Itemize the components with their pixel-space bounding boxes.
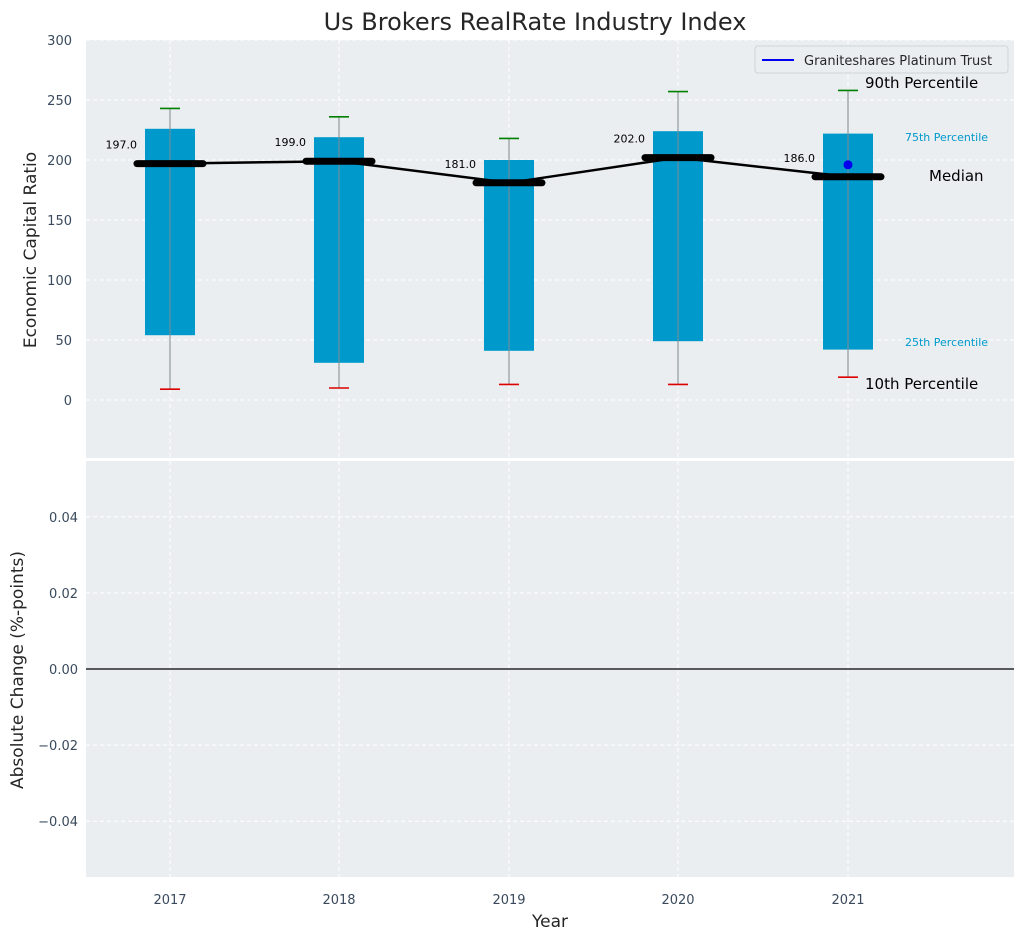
bottom-y-axis-label: Absolute Change (%-points) bbox=[8, 551, 28, 789]
median-value-label: 186.0 bbox=[784, 152, 816, 165]
top-chart-marks: 197.0 199.0 181.0 202.0 186.0 bbox=[106, 89, 885, 391]
top-y-tick-label: 150 bbox=[47, 214, 72, 229]
percentile-annotations: 90th Percentile 75th Percentile Median 2… bbox=[865, 74, 988, 393]
legend-label: Graniteshares Platinum Trust bbox=[804, 54, 992, 69]
anno-p25: 25th Percentile bbox=[905, 336, 988, 349]
bottom-y-tick-label: 0.00 bbox=[49, 663, 78, 678]
top-y-tick-label: 300 bbox=[47, 34, 72, 49]
chart-title: Us Brokers RealRate Industry Index bbox=[324, 8, 747, 36]
x-axis-label: Year bbox=[531, 912, 568, 932]
bottom-y-tick-label: 0.02 bbox=[49, 587, 78, 602]
bottom-panel: −0.04−0.020.000.020.04 2017 2018 2019 2020 2… bbox=[8, 461, 1014, 932]
top-y-tick-label: 100 bbox=[47, 274, 72, 289]
top-y-tick-label: 250 bbox=[47, 94, 72, 109]
x-tick-labels: 2017 2018 2019 2020 2021 bbox=[153, 893, 864, 908]
x-tick-label: 2018 bbox=[322, 893, 355, 908]
bottom-y-tick-label: −0.02 bbox=[38, 739, 78, 754]
x-tick-label: 2020 bbox=[661, 893, 694, 908]
median-value-label: 181.0 bbox=[445, 158, 477, 171]
company-point bbox=[843, 160, 853, 170]
bottom-y-tick-label: 0.04 bbox=[49, 511, 78, 526]
median-value-label: 199.0 bbox=[275, 136, 307, 149]
median-value-label: 202.0 bbox=[614, 133, 646, 146]
bottom-y-tick-label: −0.04 bbox=[38, 815, 78, 830]
top-y-tick-label: 0 bbox=[64, 394, 72, 409]
anno-p75: 75th Percentile bbox=[905, 131, 988, 144]
legend-box bbox=[754, 45, 1009, 74]
x-tick-label: 2021 bbox=[831, 893, 864, 908]
x-tick-label: 2017 bbox=[153, 893, 186, 908]
anno-p10: 10th Percentile bbox=[865, 375, 978, 393]
top-y-axis-label: Economic Capital Ratio bbox=[21, 152, 41, 348]
top-plot-background bbox=[86, 40, 1014, 458]
median-value-label: 197.0 bbox=[106, 139, 138, 152]
top-y-tick-label: 200 bbox=[47, 154, 72, 169]
top-y-tick-label: 50 bbox=[55, 334, 72, 349]
legend: Graniteshares Platinum Trust bbox=[754, 45, 1009, 74]
top-y-tick-labels: 0 50 100 150 200 250 300 bbox=[47, 34, 72, 409]
anno-median: Median bbox=[929, 167, 984, 185]
anno-p90: 90th Percentile bbox=[865, 74, 978, 92]
x-tick-label: 2019 bbox=[492, 893, 525, 908]
bottom-y-tick-labels: −0.04 −0.02 0.00 0.02 0.04 bbox=[38, 511, 78, 830]
top-gridlines bbox=[86, 39, 1014, 458]
